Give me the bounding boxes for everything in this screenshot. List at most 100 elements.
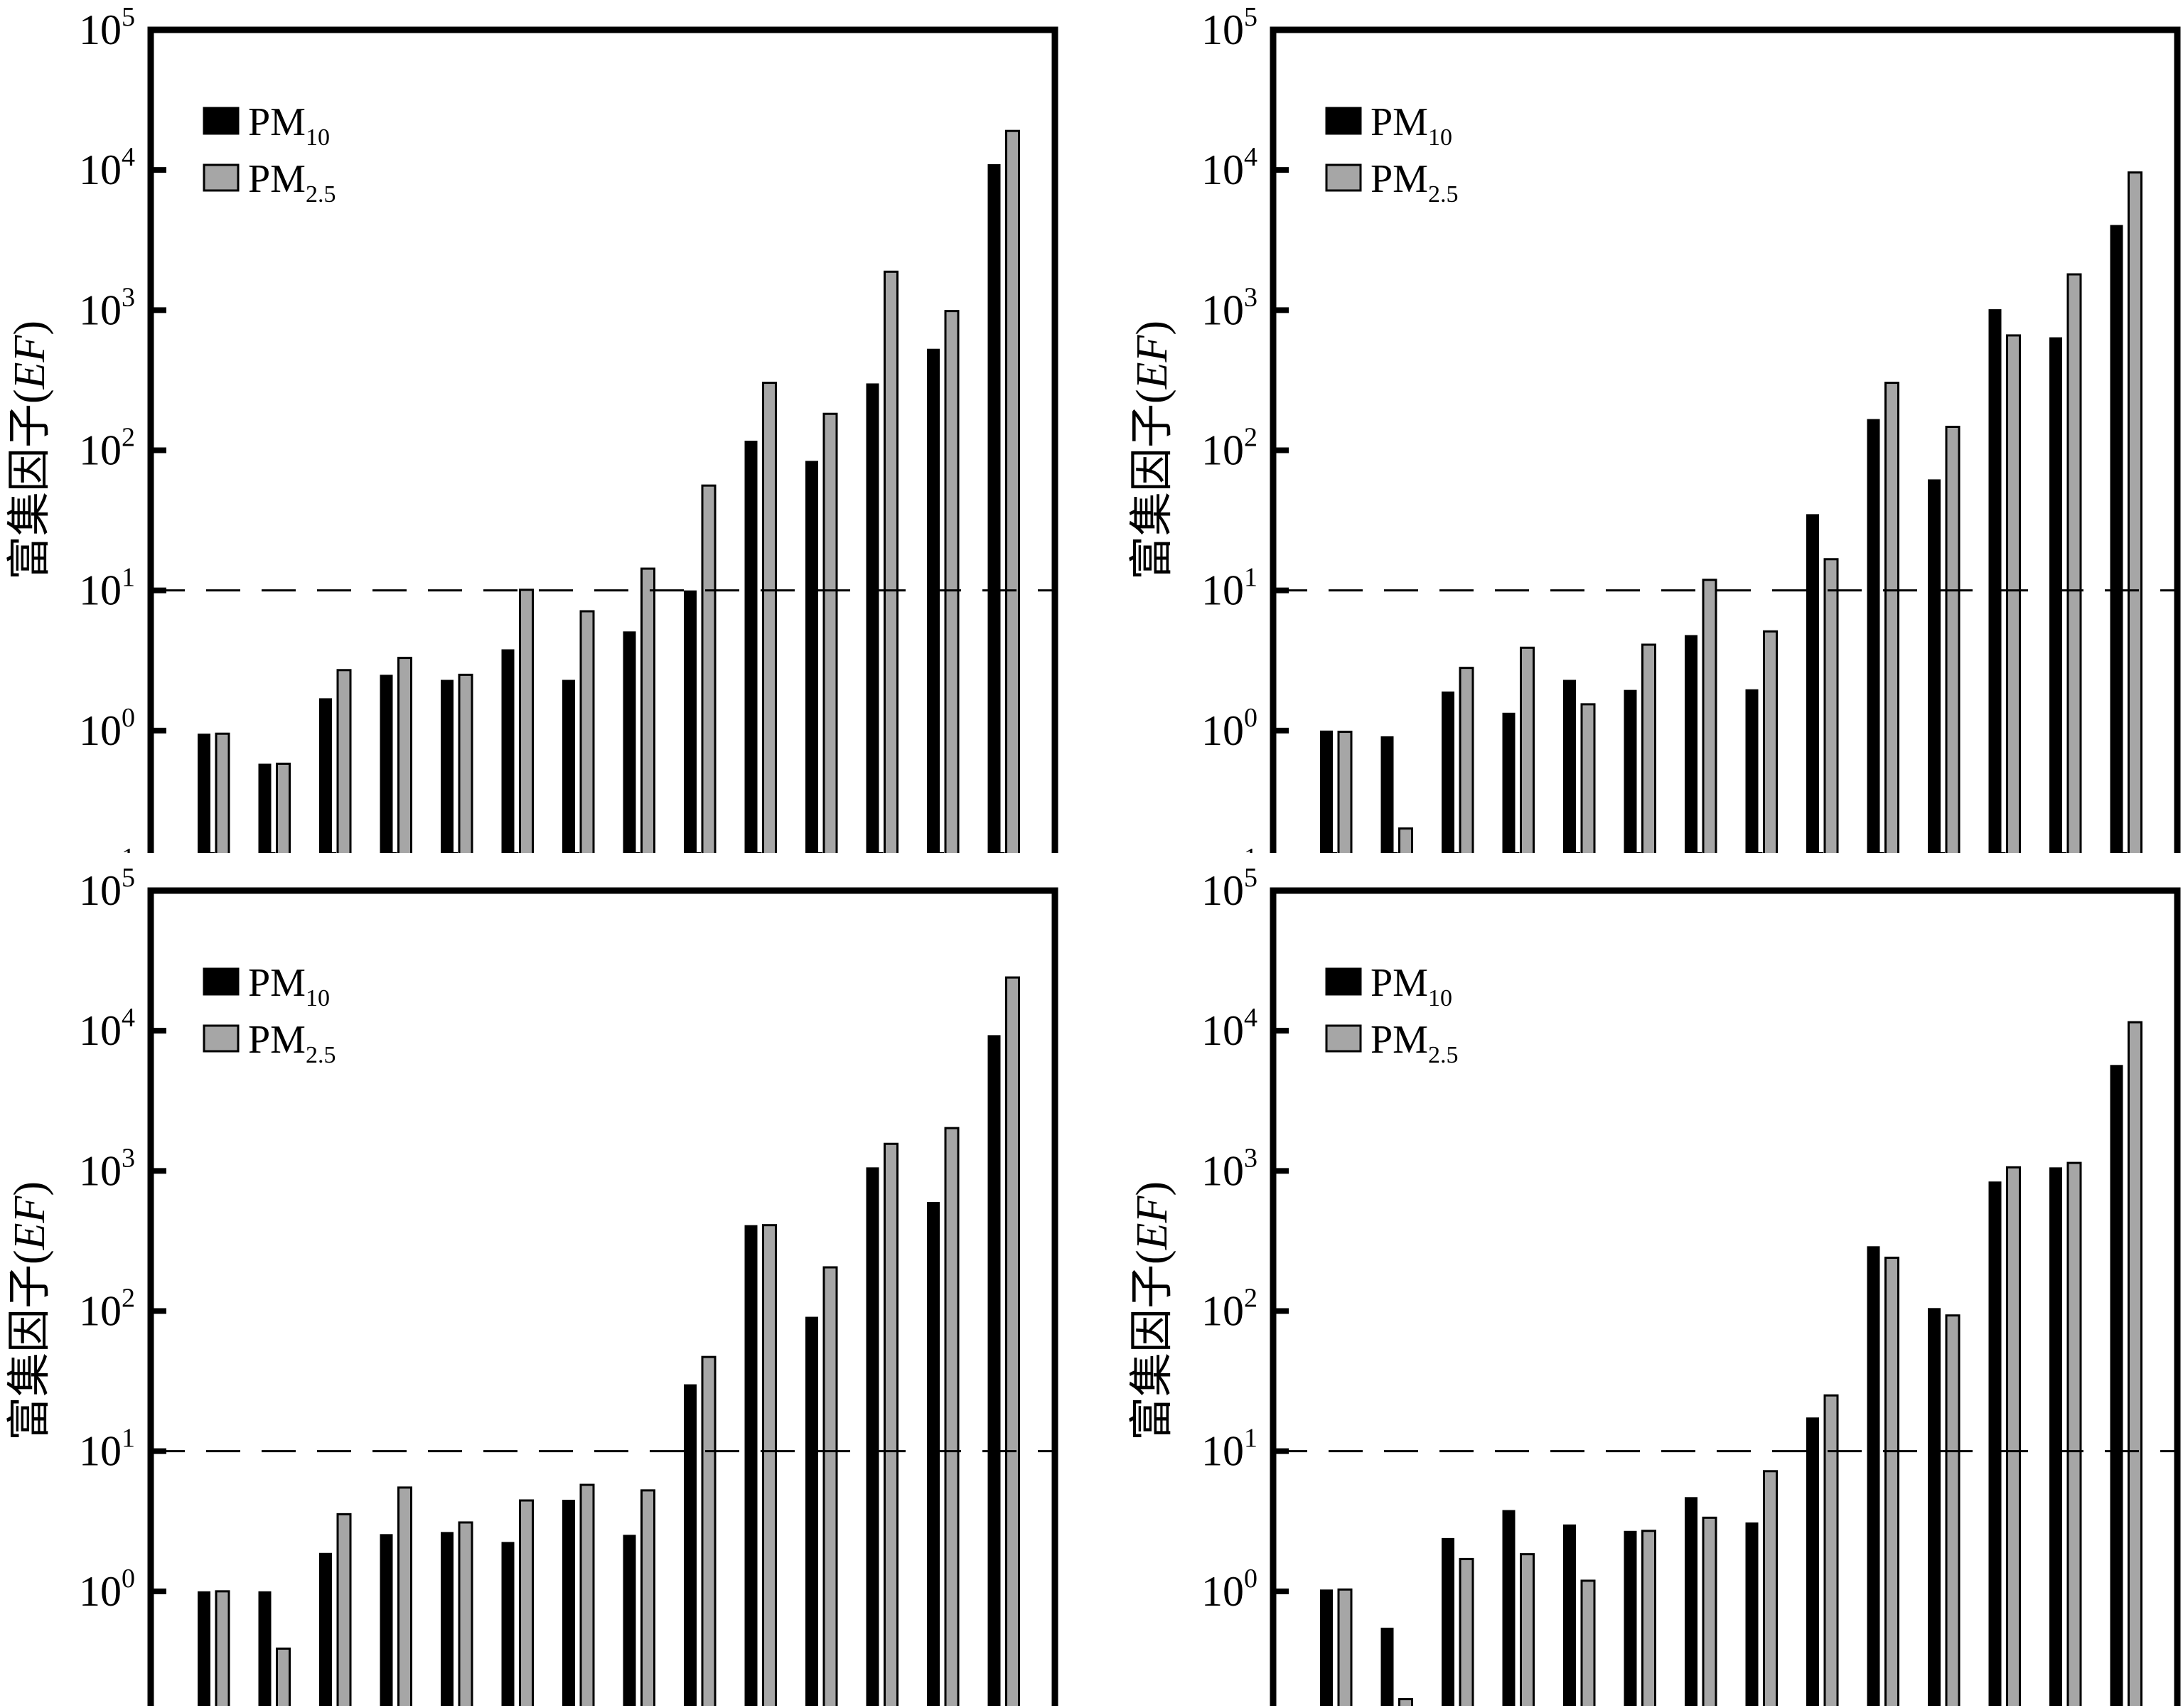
bar-pm10-cr xyxy=(1745,1522,1759,1706)
bar-pm25-as xyxy=(944,310,960,853)
y-axis-label-part: 富集因子( xyxy=(1128,1250,1176,1441)
chart-panel-b: AlFeMgMnCaNiBaCrCuPbZnCdAsSe10-110010110… xyxy=(1128,2,2181,853)
y-tick-label: 100 xyxy=(79,1564,135,1615)
y-tick-label: 103 xyxy=(1201,1143,1257,1194)
y-tick-base: 10 xyxy=(1201,1568,1244,1615)
bar-base-tick xyxy=(1000,852,1005,853)
bar-pm25-as xyxy=(2066,273,2082,853)
chart-panel-a: AlFeMgMnCaNiBaCrCuPbZnCdAsSe10-110010110… xyxy=(6,2,1058,853)
y-tick-base: 10 xyxy=(79,6,122,53)
bar-pm25-ba xyxy=(579,1483,595,1706)
bar-pm10-fe xyxy=(258,763,272,853)
bar-pm10-ni xyxy=(1624,1530,1637,1706)
y-tick-base: 10 xyxy=(1201,1007,1244,1054)
legend-pm25-text: PM xyxy=(248,1018,306,1062)
bar-base-tick xyxy=(2062,852,2066,853)
legend-swatch-pm10 xyxy=(1325,967,1362,996)
bar-pm10-ca xyxy=(441,680,454,853)
bar-base-tick xyxy=(332,852,336,853)
bar-base-tick xyxy=(1879,852,1884,853)
y-axis-label: 富集因子(EF) xyxy=(1128,321,1176,580)
bar-pm25-ca xyxy=(458,673,473,853)
y-tick-exponent: 3 xyxy=(122,282,135,312)
y-tick-base: 10 xyxy=(79,567,122,614)
bar-pm25-cu xyxy=(1823,1394,1839,1706)
bar-pm25-zn xyxy=(1945,1314,1961,1706)
y-axis-label-part: EF xyxy=(1128,1196,1176,1251)
y-tick-label: 102 xyxy=(79,1284,135,1335)
legend-label-pm10: PM10 xyxy=(1371,100,1452,151)
y-tick-exponent: 0 xyxy=(1244,1564,1257,1594)
bar-base-tick xyxy=(635,852,640,853)
legend-swatch-pm10 xyxy=(203,107,240,135)
bar-base-tick xyxy=(1697,852,1702,853)
bar-pm10-ni xyxy=(501,1542,515,1706)
y-axis-label: 富集因子(EF) xyxy=(6,1181,54,1441)
legend-pm25-text: PM xyxy=(248,157,306,201)
bar-base-tick xyxy=(210,852,215,853)
bar-pm10-fe xyxy=(1380,736,1394,853)
y-tick-label: 103 xyxy=(1201,282,1257,333)
bar-pm25-cd xyxy=(884,270,899,853)
bar-base-tick xyxy=(575,852,579,853)
bar-pm25-ba xyxy=(1702,1516,1717,1706)
bar-base-tick xyxy=(1393,852,1398,853)
bar-pm10-al xyxy=(198,734,210,853)
bar-pm25-pb xyxy=(1884,382,1899,853)
bar-pm25-ba xyxy=(579,610,595,853)
y-axis-label-part: ) xyxy=(1128,1181,1176,1196)
plot-frame xyxy=(1270,887,2181,1706)
y-tick-label: 102 xyxy=(79,423,135,474)
bar-pm25-ca xyxy=(1580,703,1596,853)
y-tick-label: 10-1 xyxy=(70,843,135,853)
bar-pm10-se xyxy=(2110,1065,2123,1706)
y-tick-base: 10 xyxy=(79,286,122,333)
legend-label-pm25: PM2.5 xyxy=(1371,157,1458,208)
bar-pm25-cu xyxy=(701,1355,717,1706)
bar-pm10-mn xyxy=(380,1534,393,1706)
y-tick-label: 102 xyxy=(1201,1284,1257,1335)
y-tick-base: 10 xyxy=(1201,146,1244,193)
y-tick-label: 105 xyxy=(1201,863,1257,914)
y-tick-base: 10 xyxy=(79,1568,122,1615)
y-axis-label-part: 富集因子( xyxy=(6,389,54,580)
bar-base-tick xyxy=(697,852,701,853)
bar-pm10-al xyxy=(1320,1589,1333,1706)
y-tick-exponent: 5 xyxy=(122,2,135,32)
bar-pm25-as xyxy=(2066,1161,2082,1706)
bar-pm10-al xyxy=(1320,730,1333,853)
bar-pm25-zn xyxy=(822,412,838,853)
legend-pm25-sub: 2.5 xyxy=(306,181,336,208)
y-tick-base: 10 xyxy=(1201,1147,1244,1194)
y-tick-label: 104 xyxy=(1201,142,1257,193)
bar-base-tick xyxy=(1454,852,1459,853)
bar-pm10-as xyxy=(2049,1167,2062,1706)
y-tick-label: 100 xyxy=(1201,1564,1257,1615)
legend-pm25-sub: 2.5 xyxy=(306,1042,336,1068)
y-axis-label-part: 富集因子( xyxy=(6,1250,54,1441)
bar-pm10-mg xyxy=(319,698,332,853)
y-tick-exponent: 1 xyxy=(122,1424,135,1454)
y-tick-base: 10 xyxy=(79,707,122,754)
panel-c: AlFeMgMnCaNiBaCrCuPbZnCdAsSe10-110010110… xyxy=(0,853,1091,1706)
y-tick-label: 105 xyxy=(1201,2,1257,53)
bar-pm25-se xyxy=(2128,1021,2142,1706)
y-tick-label: 101 xyxy=(1201,1424,1257,1475)
bar-pm25-fe xyxy=(276,1647,291,1706)
bar-pm10-mn xyxy=(1502,1510,1516,1706)
bar-pm10-ca xyxy=(1563,680,1576,853)
legend-swatch-pm25 xyxy=(1325,1024,1362,1053)
bar-pm25-cd xyxy=(2006,334,2021,853)
bar-pm25-mg xyxy=(1459,1557,1474,1706)
bar-pm25-cr xyxy=(1763,1470,1778,1706)
bar-base-tick xyxy=(1758,852,1763,853)
bar-pm25-ca xyxy=(458,1521,473,1706)
y-tick-exponent: 4 xyxy=(122,1003,135,1033)
legend-label-pm25: PM2.5 xyxy=(1371,1018,1458,1068)
bar-pm10-ca xyxy=(1563,1524,1576,1706)
bar-pm25-cd xyxy=(2006,1166,2021,1706)
bar-pm10-as xyxy=(927,348,940,853)
bar-base-tick xyxy=(1333,852,1337,853)
bar-base-tick xyxy=(1941,852,1945,853)
y-tick-exponent: 0 xyxy=(122,1564,135,1594)
